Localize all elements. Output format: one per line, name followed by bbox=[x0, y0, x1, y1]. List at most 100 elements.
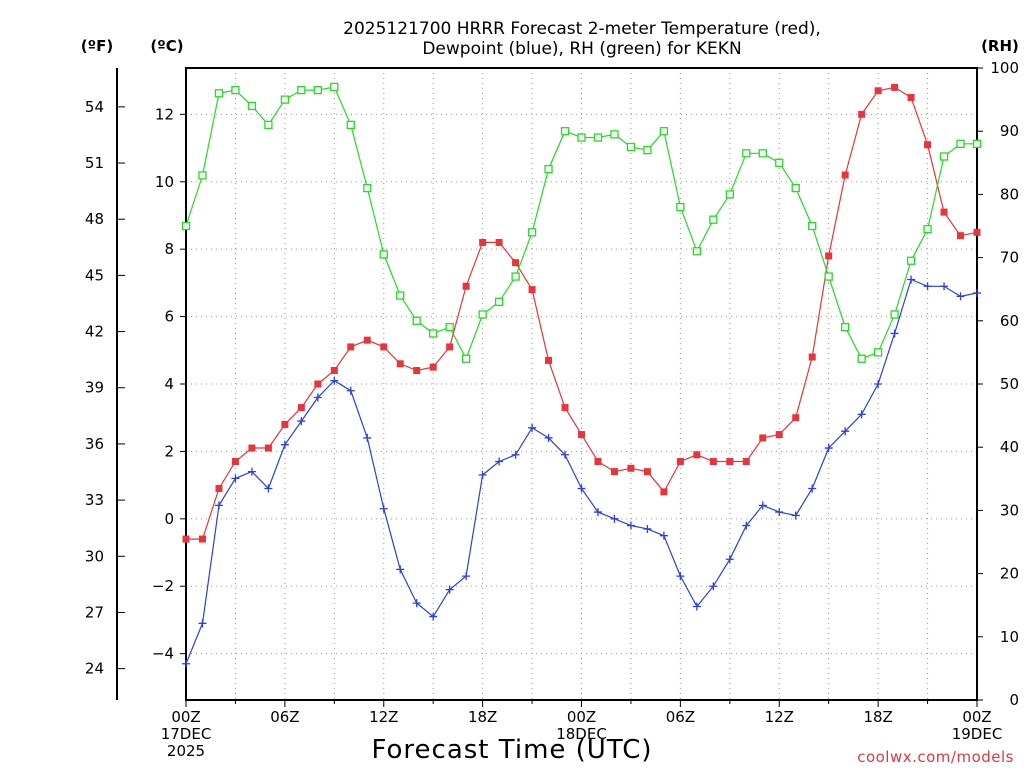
temperature-point bbox=[512, 259, 520, 267]
fahrenheit-unit-label: (ºF) bbox=[81, 37, 113, 55]
temperature-point bbox=[231, 458, 239, 466]
dewpoint-point bbox=[445, 585, 454, 594]
dewpoint-point bbox=[676, 572, 685, 581]
rh-point bbox=[857, 354, 866, 363]
dewpoint-point bbox=[973, 288, 981, 297]
rh-point bbox=[445, 322, 454, 332]
rh-point bbox=[247, 101, 257, 111]
rh-point bbox=[412, 316, 421, 325]
dewpoint-point bbox=[264, 484, 273, 493]
rh-point bbox=[577, 133, 586, 142]
temperature-point bbox=[545, 356, 553, 364]
rh-point bbox=[890, 310, 899, 319]
rh-point bbox=[709, 215, 718, 224]
dewpoint-point bbox=[659, 531, 668, 540]
x-tick-label: 18Z bbox=[863, 708, 892, 726]
temperature-point bbox=[792, 414, 800, 422]
rh-tick-label: 50 bbox=[1000, 375, 1019, 393]
rh-point bbox=[494, 297, 504, 306]
rh-point bbox=[527, 228, 537, 237]
dewpoint-point bbox=[429, 612, 438, 621]
temperature-point bbox=[297, 404, 305, 412]
temperature-point bbox=[446, 343, 454, 351]
celsius-tick-label: 6 bbox=[164, 308, 174, 326]
temperature-point bbox=[907, 93, 915, 101]
celsius-tick-label: −4 bbox=[152, 645, 174, 663]
rh-point bbox=[429, 329, 438, 338]
temperature-point bbox=[660, 488, 668, 496]
celsius-tick-label: 10 bbox=[155, 173, 174, 191]
rh-point bbox=[659, 127, 669, 136]
dewpoint-point bbox=[725, 555, 734, 564]
rh-point bbox=[280, 95, 290, 104]
dewpoint-point bbox=[214, 501, 223, 510]
dewpoint-point bbox=[462, 572, 471, 581]
dewpoint-series bbox=[182, 275, 981, 668]
rh-tick-label: 100 bbox=[990, 59, 1019, 77]
dewpoint-point bbox=[742, 521, 751, 530]
temperature-point bbox=[578, 431, 585, 439]
dewpoint-point bbox=[182, 659, 190, 668]
dewpoint-point bbox=[824, 444, 833, 453]
rh-point bbox=[972, 139, 982, 148]
x-tick-label: 00Z bbox=[171, 708, 200, 726]
dewpoint-point bbox=[198, 619, 207, 628]
rh-point bbox=[939, 152, 949, 161]
dewpoint-point bbox=[330, 376, 339, 385]
fahrenheit-tick-label: 24 bbox=[85, 660, 104, 678]
rh-point bbox=[313, 85, 322, 95]
rh-point bbox=[742, 149, 751, 158]
fahrenheit-tick-label: 33 bbox=[85, 491, 104, 509]
temperature-point bbox=[709, 458, 717, 466]
dewpoint-point bbox=[577, 484, 586, 493]
celsius-unit-label: (ºC) bbox=[150, 37, 183, 55]
dewpoint-point bbox=[231, 474, 240, 483]
dewpoint-point bbox=[363, 433, 372, 442]
chart-title-line1: 2025121700 HRRR Forecast 2-meter Tempera… bbox=[343, 19, 821, 39]
celsius-tick-label: 8 bbox=[164, 240, 174, 258]
rh-point bbox=[511, 272, 520, 281]
x-tick-label: 00Z bbox=[962, 708, 991, 726]
rh-point bbox=[610, 130, 619, 139]
dewpoint-point bbox=[528, 423, 537, 432]
temperature-point bbox=[347, 343, 355, 351]
dewpoint-point bbox=[874, 380, 883, 388]
temperature-point bbox=[413, 367, 421, 375]
rh-unit-label: (RH) bbox=[981, 37, 1019, 55]
temperature-point bbox=[182, 535, 190, 543]
fahrenheit-tick-label: 51 bbox=[85, 154, 104, 172]
rh-point bbox=[775, 158, 784, 167]
fahrenheit-tick-label: 45 bbox=[85, 266, 104, 284]
x-tick-label: 00Z bbox=[567, 708, 596, 726]
rh-point bbox=[231, 85, 240, 95]
fahrenheit-tick-label: 39 bbox=[85, 379, 104, 397]
temperature-point bbox=[874, 87, 882, 95]
dewpoint-point bbox=[478, 471, 487, 480]
x-tick-label: 12Z bbox=[369, 708, 398, 726]
temperature-point bbox=[198, 535, 206, 543]
dewpoint-point bbox=[758, 501, 767, 510]
rh-point bbox=[544, 164, 553, 174]
temperature-point bbox=[940, 208, 948, 216]
dewpoint-point bbox=[593, 508, 602, 517]
dewpoint-point bbox=[890, 329, 899, 338]
x-tick-label: 19DEC bbox=[952, 725, 1003, 743]
temperature-point bbox=[281, 420, 289, 428]
fahrenheit-tick-label: 27 bbox=[85, 603, 104, 621]
temperature-point bbox=[462, 282, 470, 290]
rh-tick-label: 10 bbox=[1000, 628, 1019, 646]
temperature-point bbox=[957, 232, 965, 240]
rh-point bbox=[692, 247, 702, 256]
rh-point bbox=[478, 310, 487, 319]
dewpoint-point bbox=[907, 275, 916, 284]
rh-point bbox=[873, 348, 883, 357]
temperature-point bbox=[643, 468, 651, 476]
dewpoint-point bbox=[511, 450, 520, 459]
rh-point bbox=[198, 171, 207, 180]
fahrenheit-tick-label: 42 bbox=[85, 323, 104, 341]
rh-point bbox=[396, 291, 405, 300]
rh-point bbox=[906, 256, 916, 265]
temperature-point bbox=[264, 444, 272, 452]
dewpoint-point bbox=[791, 511, 800, 520]
